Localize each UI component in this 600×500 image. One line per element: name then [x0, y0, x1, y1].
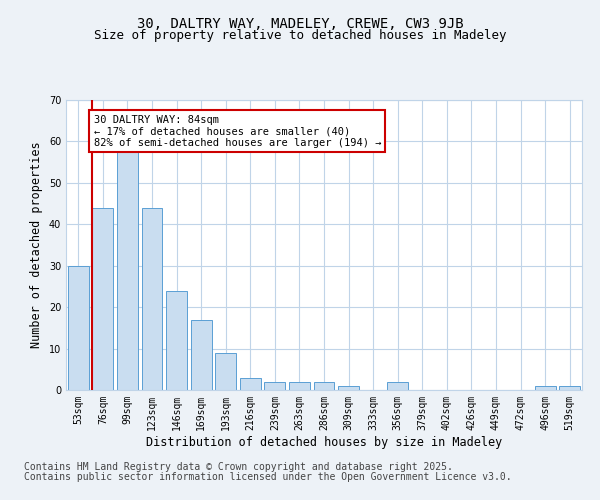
- Bar: [559, 386, 580, 390]
- Text: Contains HM Land Registry data © Crown copyright and database right 2025.: Contains HM Land Registry data © Crown c…: [24, 462, 453, 472]
- Bar: [191, 320, 212, 390]
- Bar: [215, 352, 236, 390]
- Bar: [92, 208, 113, 390]
- Text: Contains public sector information licensed under the Open Government Licence v3: Contains public sector information licen…: [24, 472, 512, 482]
- Y-axis label: Number of detached properties: Number of detached properties: [30, 142, 43, 348]
- Bar: [142, 208, 163, 390]
- Bar: [535, 386, 556, 390]
- Bar: [117, 129, 138, 390]
- Text: 30 DALTRY WAY: 84sqm
← 17% of detached houses are smaller (40)
82% of semi-detac: 30 DALTRY WAY: 84sqm ← 17% of detached h…: [94, 114, 381, 148]
- Bar: [338, 386, 359, 390]
- Bar: [314, 382, 334, 390]
- Text: Size of property relative to detached houses in Madeley: Size of property relative to detached ho…: [94, 28, 506, 42]
- Bar: [166, 290, 187, 390]
- Text: 30, DALTRY WAY, MADELEY, CREWE, CW3 9JB: 30, DALTRY WAY, MADELEY, CREWE, CW3 9JB: [137, 18, 463, 32]
- Bar: [240, 378, 261, 390]
- Bar: [289, 382, 310, 390]
- X-axis label: Distribution of detached houses by size in Madeley: Distribution of detached houses by size …: [146, 436, 502, 448]
- Bar: [68, 266, 89, 390]
- Bar: [265, 382, 286, 390]
- Bar: [387, 382, 408, 390]
